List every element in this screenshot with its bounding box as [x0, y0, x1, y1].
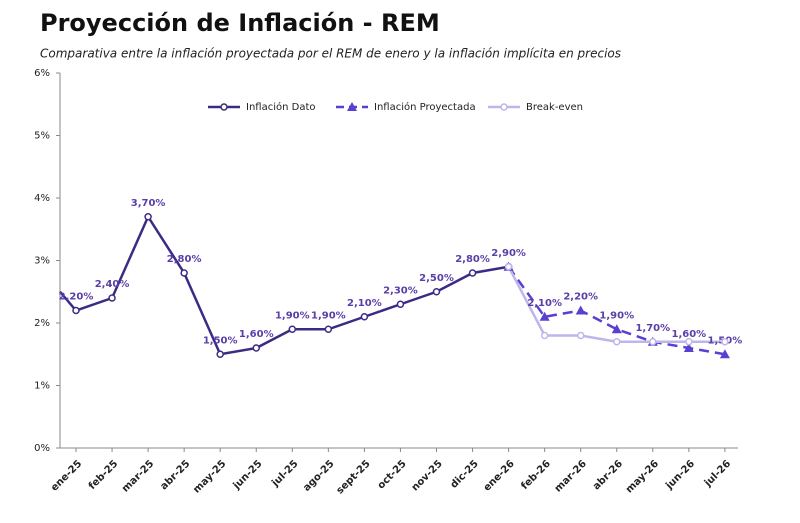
- marker: [649, 338, 657, 346]
- y-tick-label: 1%: [34, 381, 50, 392]
- legend-marker: [220, 103, 228, 111]
- marker: [432, 288, 441, 296]
- y-tick-label: 4%: [34, 193, 50, 204]
- legend-marker: [347, 102, 357, 111]
- data-label: 2,30%: [383, 285, 418, 296]
- data-label: 2,10%: [527, 298, 562, 309]
- marker: [288, 325, 297, 333]
- chart-subtitle: Comparativa entre la inflación proyectad…: [40, 47, 621, 61]
- data-label: 1,60%: [239, 329, 274, 340]
- data-label: 2,50%: [419, 273, 454, 284]
- x-tick-label: abr-26: [591, 458, 625, 492]
- series-line: [59, 214, 509, 356]
- marker: [468, 269, 477, 277]
- x-tick-label: feb-25: [87, 458, 121, 492]
- y-tick-label: 0%: [34, 443, 50, 454]
- marker: [685, 338, 693, 346]
- data-label: 1,60%: [671, 329, 706, 340]
- chart-title: Proyección de Inflación - REM: [40, 9, 440, 37]
- marker: [613, 338, 621, 346]
- x-tick-label: ago-25: [301, 458, 336, 493]
- marker: [719, 349, 730, 359]
- marker: [611, 324, 622, 334]
- y-tick-label: 5%: [34, 131, 50, 142]
- x-tick-label: jul-26: [702, 458, 733, 489]
- data-label: 2,80%: [455, 254, 490, 265]
- x-tick-label: jun-26: [663, 458, 697, 492]
- x-tick-label: nov-25: [410, 458, 445, 493]
- y-tick-label: 6%: [34, 68, 50, 79]
- data-label: 2,80%: [167, 254, 202, 265]
- marker: [108, 294, 116, 302]
- marker: [216, 350, 224, 358]
- data-label: 1,90%: [599, 310, 634, 321]
- x-tick-label: jul-25: [269, 458, 300, 489]
- marker: [721, 338, 729, 346]
- marker: [540, 331, 549, 340]
- data-label: 1,70%: [635, 323, 670, 334]
- marker: [324, 325, 333, 333]
- x-tick-label: may-25: [191, 458, 228, 495]
- legend-label: Break-even: [526, 102, 583, 113]
- marker: [539, 311, 550, 321]
- marker: [72, 306, 80, 315]
- x-tick-label: jun-25: [231, 458, 265, 492]
- marker: [180, 269, 188, 277]
- x-tick-label: ene-26: [482, 458, 517, 493]
- legend-label: Inflación Proyectada: [374, 101, 476, 113]
- x-tick-label: mar-26: [553, 458, 589, 494]
- legend-marker: [500, 103, 508, 111]
- x-tick-label: dic-25: [449, 458, 481, 490]
- marker: [576, 331, 585, 340]
- y-tick-label: 3%: [34, 256, 50, 267]
- marker: [683, 343, 694, 352]
- data-label: 1,90%: [275, 310, 310, 321]
- data-label: 2,20%: [563, 292, 598, 303]
- x-tick-label: abr-25: [159, 458, 193, 492]
- marker: [144, 213, 152, 221]
- data-label: 2,10%: [347, 298, 382, 309]
- data-label: 2,90%: [491, 248, 526, 259]
- marker: [396, 300, 405, 308]
- y-tick-label: 2%: [34, 318, 50, 329]
- marker: [252, 344, 260, 352]
- marker: [575, 305, 586, 315]
- data-label: 1,90%: [311, 310, 346, 321]
- x-tick-label: ene-25: [49, 458, 84, 493]
- x-tick-label: feb-26: [519, 458, 553, 492]
- data-label: 2,40%: [95, 279, 130, 290]
- x-tick-label: mar-25: [120, 458, 156, 494]
- x-tick-label: oct-25: [376, 458, 409, 491]
- marker: [504, 263, 513, 271]
- marker: [360, 313, 369, 321]
- x-tick-label: may-26: [624, 458, 661, 495]
- data-label: 1,50%: [203, 335, 238, 346]
- data-label: 2,20%: [59, 292, 94, 303]
- legend-label: Inflación Dato: [246, 101, 316, 113]
- data-label: 3,70%: [131, 198, 166, 209]
- x-tick-label: sept-25: [335, 458, 373, 496]
